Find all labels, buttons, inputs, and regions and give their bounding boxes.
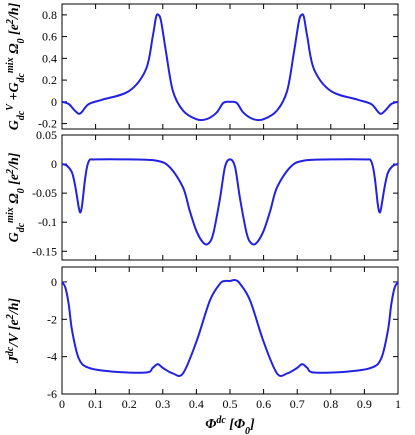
series-line-top: [61, 13, 399, 122]
y-tick-label: -0.05: [32, 186, 57, 200]
label-part: 2: [5, 169, 16, 175]
y-tick-label: 0.2: [42, 73, 57, 87]
y-tick-label: 0: [51, 95, 57, 109]
label-part: Ω: [7, 43, 22, 58]
x-tick-label: 0.7: [290, 397, 305, 411]
x-tick-label: 1: [395, 397, 401, 411]
label-part: dc: [16, 222, 27, 232]
y-tick-label: 0.6: [42, 30, 57, 44]
y-tick-label: 0.05: [36, 128, 57, 142]
y-tick-label: 0.8: [42, 8, 57, 22]
label-part: +G: [7, 82, 22, 104]
label-part: 0: [16, 188, 27, 193]
x-tick-label: 0.4: [189, 397, 204, 411]
series-line-middle: [61, 158, 399, 246]
y-axis-label-top: GdcV +Gdcmix Ω0 [e2/h]: [5, 2, 27, 130]
label-part: 0: [245, 426, 250, 435]
x-tick-label: 0: [59, 397, 65, 411]
label-part: dc: [216, 415, 226, 426]
label-part: [e: [7, 174, 22, 188]
y-tick-label: -6: [47, 387, 57, 401]
x-tick-label: 0.6: [256, 397, 271, 411]
label-part: [e: [7, 24, 22, 38]
label-part: /V [e: [7, 319, 22, 347]
y-tick-label: 0.4: [42, 51, 57, 65]
x-tick-label: 0.5: [223, 397, 238, 411]
label-part: G: [7, 120, 22, 130]
label-part: G: [7, 232, 22, 242]
x-tick-label: 0.8: [323, 397, 338, 411]
y-tick-label: -0.1: [38, 215, 57, 229]
label-part: dc: [16, 72, 27, 82]
panel-bottom: -6 -4 -2 0 0 0.1 0.2 0.3 0.4 0.5 0.6 0.7 0.8 0.9 1 Φdc …: [5, 266, 401, 435]
label-part: mix: [5, 57, 16, 73]
label-part: /h]: [7, 2, 22, 20]
y-axis-label-bottom: Jdc/V [e2/h]: [5, 298, 23, 364]
label-part: dc: [16, 110, 27, 120]
label-part: 2: [5, 314, 16, 320]
plot-frame-top: [61, 3, 399, 130]
label-part: /h]: [7, 298, 22, 316]
label-part: dc: [5, 346, 16, 356]
y-axis-label-middle: Gdcmix Ω0 [e2/h]: [5, 152, 27, 242]
label-part: /h]: [7, 152, 22, 170]
label-part: J: [7, 355, 22, 364]
x-tick-label: 0.9: [357, 397, 372, 411]
y-tick-label: -0.15: [32, 244, 57, 258]
label-part: Φ: [205, 417, 216, 432]
plot-frame-bottom: [61, 266, 399, 395]
label-part: 2: [5, 19, 16, 25]
x-tick-label: 0.3: [155, 397, 170, 411]
x-tick-label: 0.1: [88, 397, 103, 411]
y-tick-label: -0.2: [38, 117, 57, 131]
label-part: ]: [249, 417, 255, 432]
label-part: 0: [16, 38, 27, 43]
plot-frame-middle: [61, 134, 399, 261]
label-part: mix: [5, 207, 16, 223]
y-tick-label: 0: [51, 275, 57, 289]
y-tick-label: 0: [51, 157, 57, 171]
label-part: [Φ: [226, 417, 245, 432]
label-part: Ω: [7, 193, 22, 208]
x-axis-label: Φdc [Φ0]: [205, 415, 255, 435]
y-tick-label: -2: [47, 312, 57, 326]
x-tick-label: 0.2: [122, 397, 137, 411]
y-tick-label: -4: [47, 350, 57, 364]
label-part: V: [5, 103, 16, 111]
series-line-bottom: [61, 278, 399, 378]
